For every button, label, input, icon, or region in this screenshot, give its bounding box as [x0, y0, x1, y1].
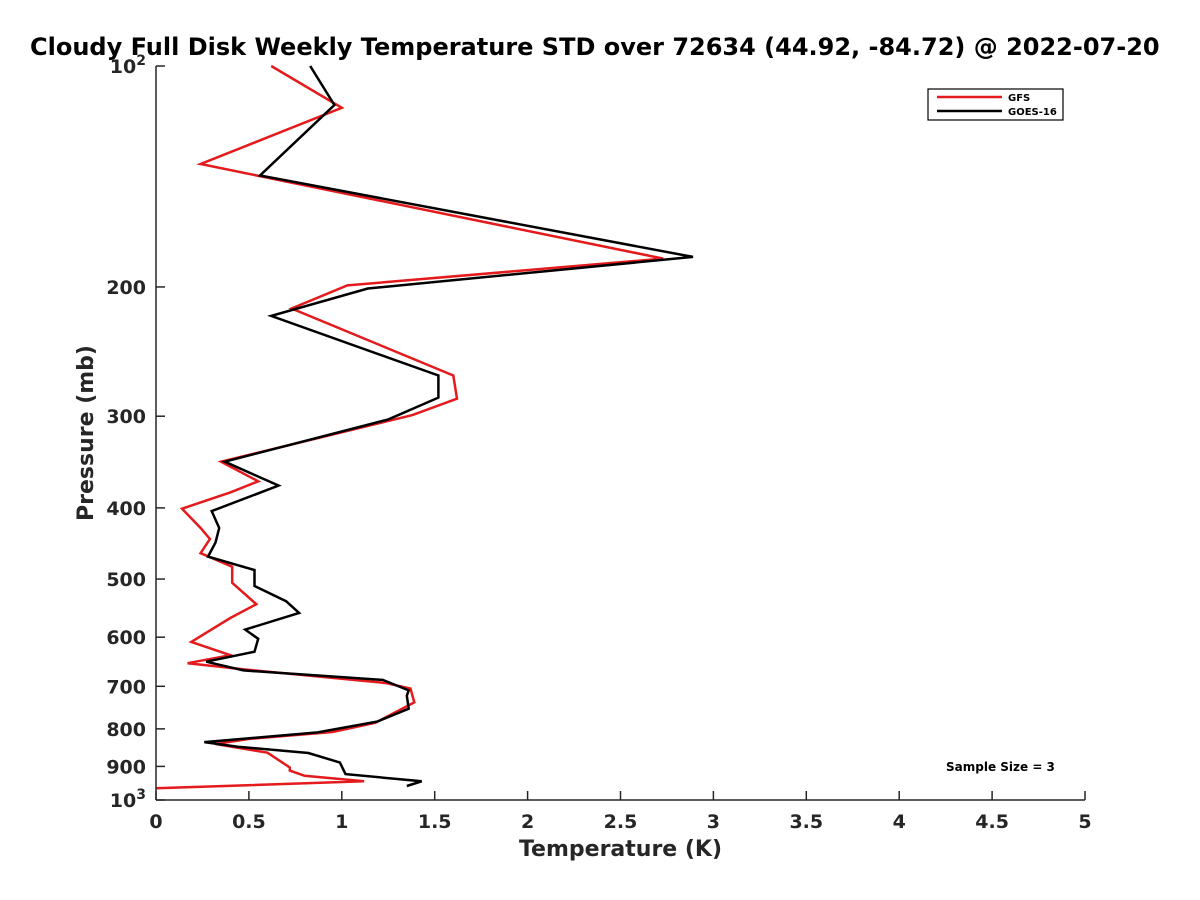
- legend-label-goes16: GOES-16: [1008, 107, 1057, 118]
- sample-size-annotation: Sample Size = 3: [946, 760, 1055, 774]
- x-tick-label: 4: [893, 811, 906, 833]
- y-tick-label: 103: [110, 787, 146, 812]
- x-tick-label: 5: [1078, 811, 1091, 833]
- x-axis-label: Temperature (K): [519, 837, 722, 862]
- y-ticks: 102 200 300 400 500 600 700 800 900 103: [106, 53, 165, 812]
- y-tick-label: 200: [106, 277, 146, 299]
- y-tick-label: 900: [106, 756, 146, 778]
- y-tick-label: 600: [106, 627, 146, 649]
- x-tick-label: 2.5: [604, 811, 638, 833]
- y-tick-label: 700: [106, 676, 146, 698]
- x-tick-label: 3: [707, 811, 720, 833]
- y-tick-label: 500: [106, 569, 146, 591]
- x-tick-label: 1.5: [418, 811, 452, 833]
- x-tick-label: 0: [149, 811, 162, 833]
- x-tick-label: 0.5: [232, 811, 266, 833]
- series-line-goes-16: [204, 65, 694, 788]
- x-ticks: 0 0.5 1 1.5 2 2.5 3 3.5 4 4.5 5: [149, 791, 1092, 833]
- x-tick-label: 3.5: [789, 811, 823, 833]
- y-tick-label: 102: [110, 53, 146, 78]
- y-axis-label: Pressure (mb): [74, 345, 99, 521]
- x-tick-label: 4.5: [975, 811, 1009, 833]
- series-layer: [155, 64, 694, 790]
- y-tick-label: 300: [106, 406, 146, 428]
- x-tick-label: 2: [521, 811, 534, 833]
- plot-area: [156, 66, 1085, 800]
- x-tick-label: 1: [335, 811, 348, 833]
- chart-title: Cloudy Full Disk Weekly Temperature STD …: [30, 33, 1160, 61]
- y-tick-label: 400: [106, 498, 146, 520]
- y-tick-label: 800: [106, 719, 146, 741]
- legend-label-gfs: GFS: [1008, 93, 1030, 104]
- legend-box: [927, 88, 1064, 121]
- legend: GFS GOES-16: [927, 88, 1064, 121]
